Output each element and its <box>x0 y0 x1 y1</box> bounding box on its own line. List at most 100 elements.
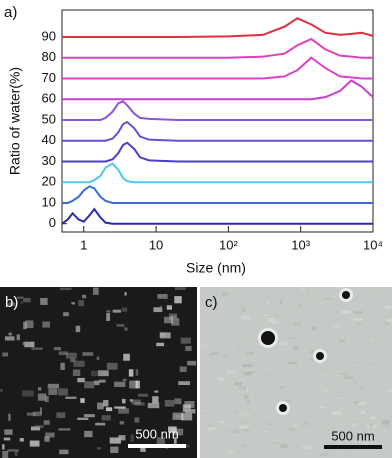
particle <box>279 404 287 412</box>
texture-speck <box>153 307 163 313</box>
texture-speck <box>352 318 363 321</box>
texture-speck <box>262 314 269 316</box>
texture-speck <box>309 357 317 361</box>
texture-speck <box>272 439 278 442</box>
texture-speck <box>369 416 376 420</box>
texture-speck <box>80 398 85 403</box>
texture-speck <box>266 408 273 410</box>
texture-speck <box>333 295 342 298</box>
texture-speck <box>358 401 366 405</box>
texture-speck <box>90 370 103 377</box>
panel-label: a) <box>4 4 17 21</box>
texture-speck <box>45 432 55 438</box>
texture-speck <box>238 386 247 390</box>
texture-speck <box>35 425 44 428</box>
particle <box>261 331 275 345</box>
texture-speck <box>200 410 206 412</box>
x-tick-label: 10⁴ <box>363 237 383 252</box>
texture-speck <box>84 430 93 438</box>
texture-speck <box>106 362 118 370</box>
scale-bar-label: 500 nm <box>331 428 374 443</box>
texture-speck <box>245 388 249 392</box>
texture-speck <box>180 337 191 344</box>
texture-speck <box>385 389 392 393</box>
texture-speck <box>168 313 178 320</box>
texture-speck <box>218 421 224 423</box>
texture-speck <box>241 445 247 447</box>
texture-speck <box>221 292 229 296</box>
texture-speck <box>324 298 331 300</box>
texture-speck <box>26 412 36 416</box>
texture-speck <box>60 362 65 370</box>
texture-speck <box>48 388 58 395</box>
texture-speck <box>110 446 119 454</box>
texture-speck <box>358 391 362 394</box>
texture-speck <box>40 298 48 305</box>
texture-speck <box>75 325 81 333</box>
texture-speck <box>42 321 50 328</box>
texture-speck <box>105 407 113 412</box>
texture-speck <box>47 383 60 389</box>
texture-speck <box>322 389 328 393</box>
texture-speck <box>8 413 11 421</box>
texture-speck <box>283 400 291 403</box>
texture-speck <box>112 309 121 313</box>
texture-speck <box>267 301 271 305</box>
texture-speck <box>221 315 226 317</box>
texture-speck <box>65 352 77 359</box>
texture-speck <box>83 414 95 418</box>
texture-speck <box>29 440 40 447</box>
texture-speck <box>215 428 220 431</box>
texture-speck <box>56 412 66 419</box>
texture-speck <box>73 360 85 367</box>
texture-speck <box>366 308 371 312</box>
texture-speck <box>184 401 195 408</box>
texture-speck <box>311 288 315 293</box>
x-tick-label: 10 <box>149 237 163 252</box>
texture-speck <box>97 402 104 410</box>
texture-speck <box>168 426 177 433</box>
texture-speck <box>316 298 322 301</box>
texture-speck <box>263 430 267 432</box>
texture-speck <box>43 420 50 425</box>
scale-bar <box>128 444 186 448</box>
texture-speck <box>99 379 106 383</box>
texture-speck <box>287 361 298 364</box>
texture-speck <box>302 406 311 408</box>
texture-speck <box>363 442 369 446</box>
texture-speck <box>187 360 197 366</box>
texture-speck <box>266 423 273 426</box>
texture-speck <box>328 426 334 430</box>
texture-speck <box>118 435 126 441</box>
texture-speck <box>218 377 224 381</box>
texture-speck <box>293 322 302 326</box>
texture-speck <box>159 305 163 310</box>
texture-speck <box>2 352 9 357</box>
texture-speck <box>25 320 34 329</box>
texture-speck <box>293 423 298 427</box>
texture-speck <box>241 414 251 416</box>
texture-speck <box>341 310 351 314</box>
y-tick-label: 90 <box>42 28 56 43</box>
texture-speck <box>65 396 77 399</box>
micrograph-c: c) 500 nm <box>200 287 392 458</box>
texture-speck <box>131 399 141 405</box>
size-distribution-line <box>62 37 373 59</box>
texture-speck <box>44 395 49 403</box>
texture-speck <box>23 321 27 330</box>
texture-speck <box>59 449 69 455</box>
texture-speck <box>354 302 364 306</box>
texture-speck <box>182 404 191 413</box>
texture-speck <box>318 406 326 409</box>
texture-speck <box>232 429 241 434</box>
size-distribution-line <box>62 100 373 121</box>
texture-speck <box>241 308 246 312</box>
texture-speck <box>244 394 249 399</box>
texture-speck <box>358 399 361 401</box>
texture-speck <box>3 437 11 441</box>
texture-speck <box>58 351 68 356</box>
texture-speck <box>20 300 23 304</box>
texture-speck <box>317 386 322 391</box>
texture-speck <box>289 336 298 339</box>
